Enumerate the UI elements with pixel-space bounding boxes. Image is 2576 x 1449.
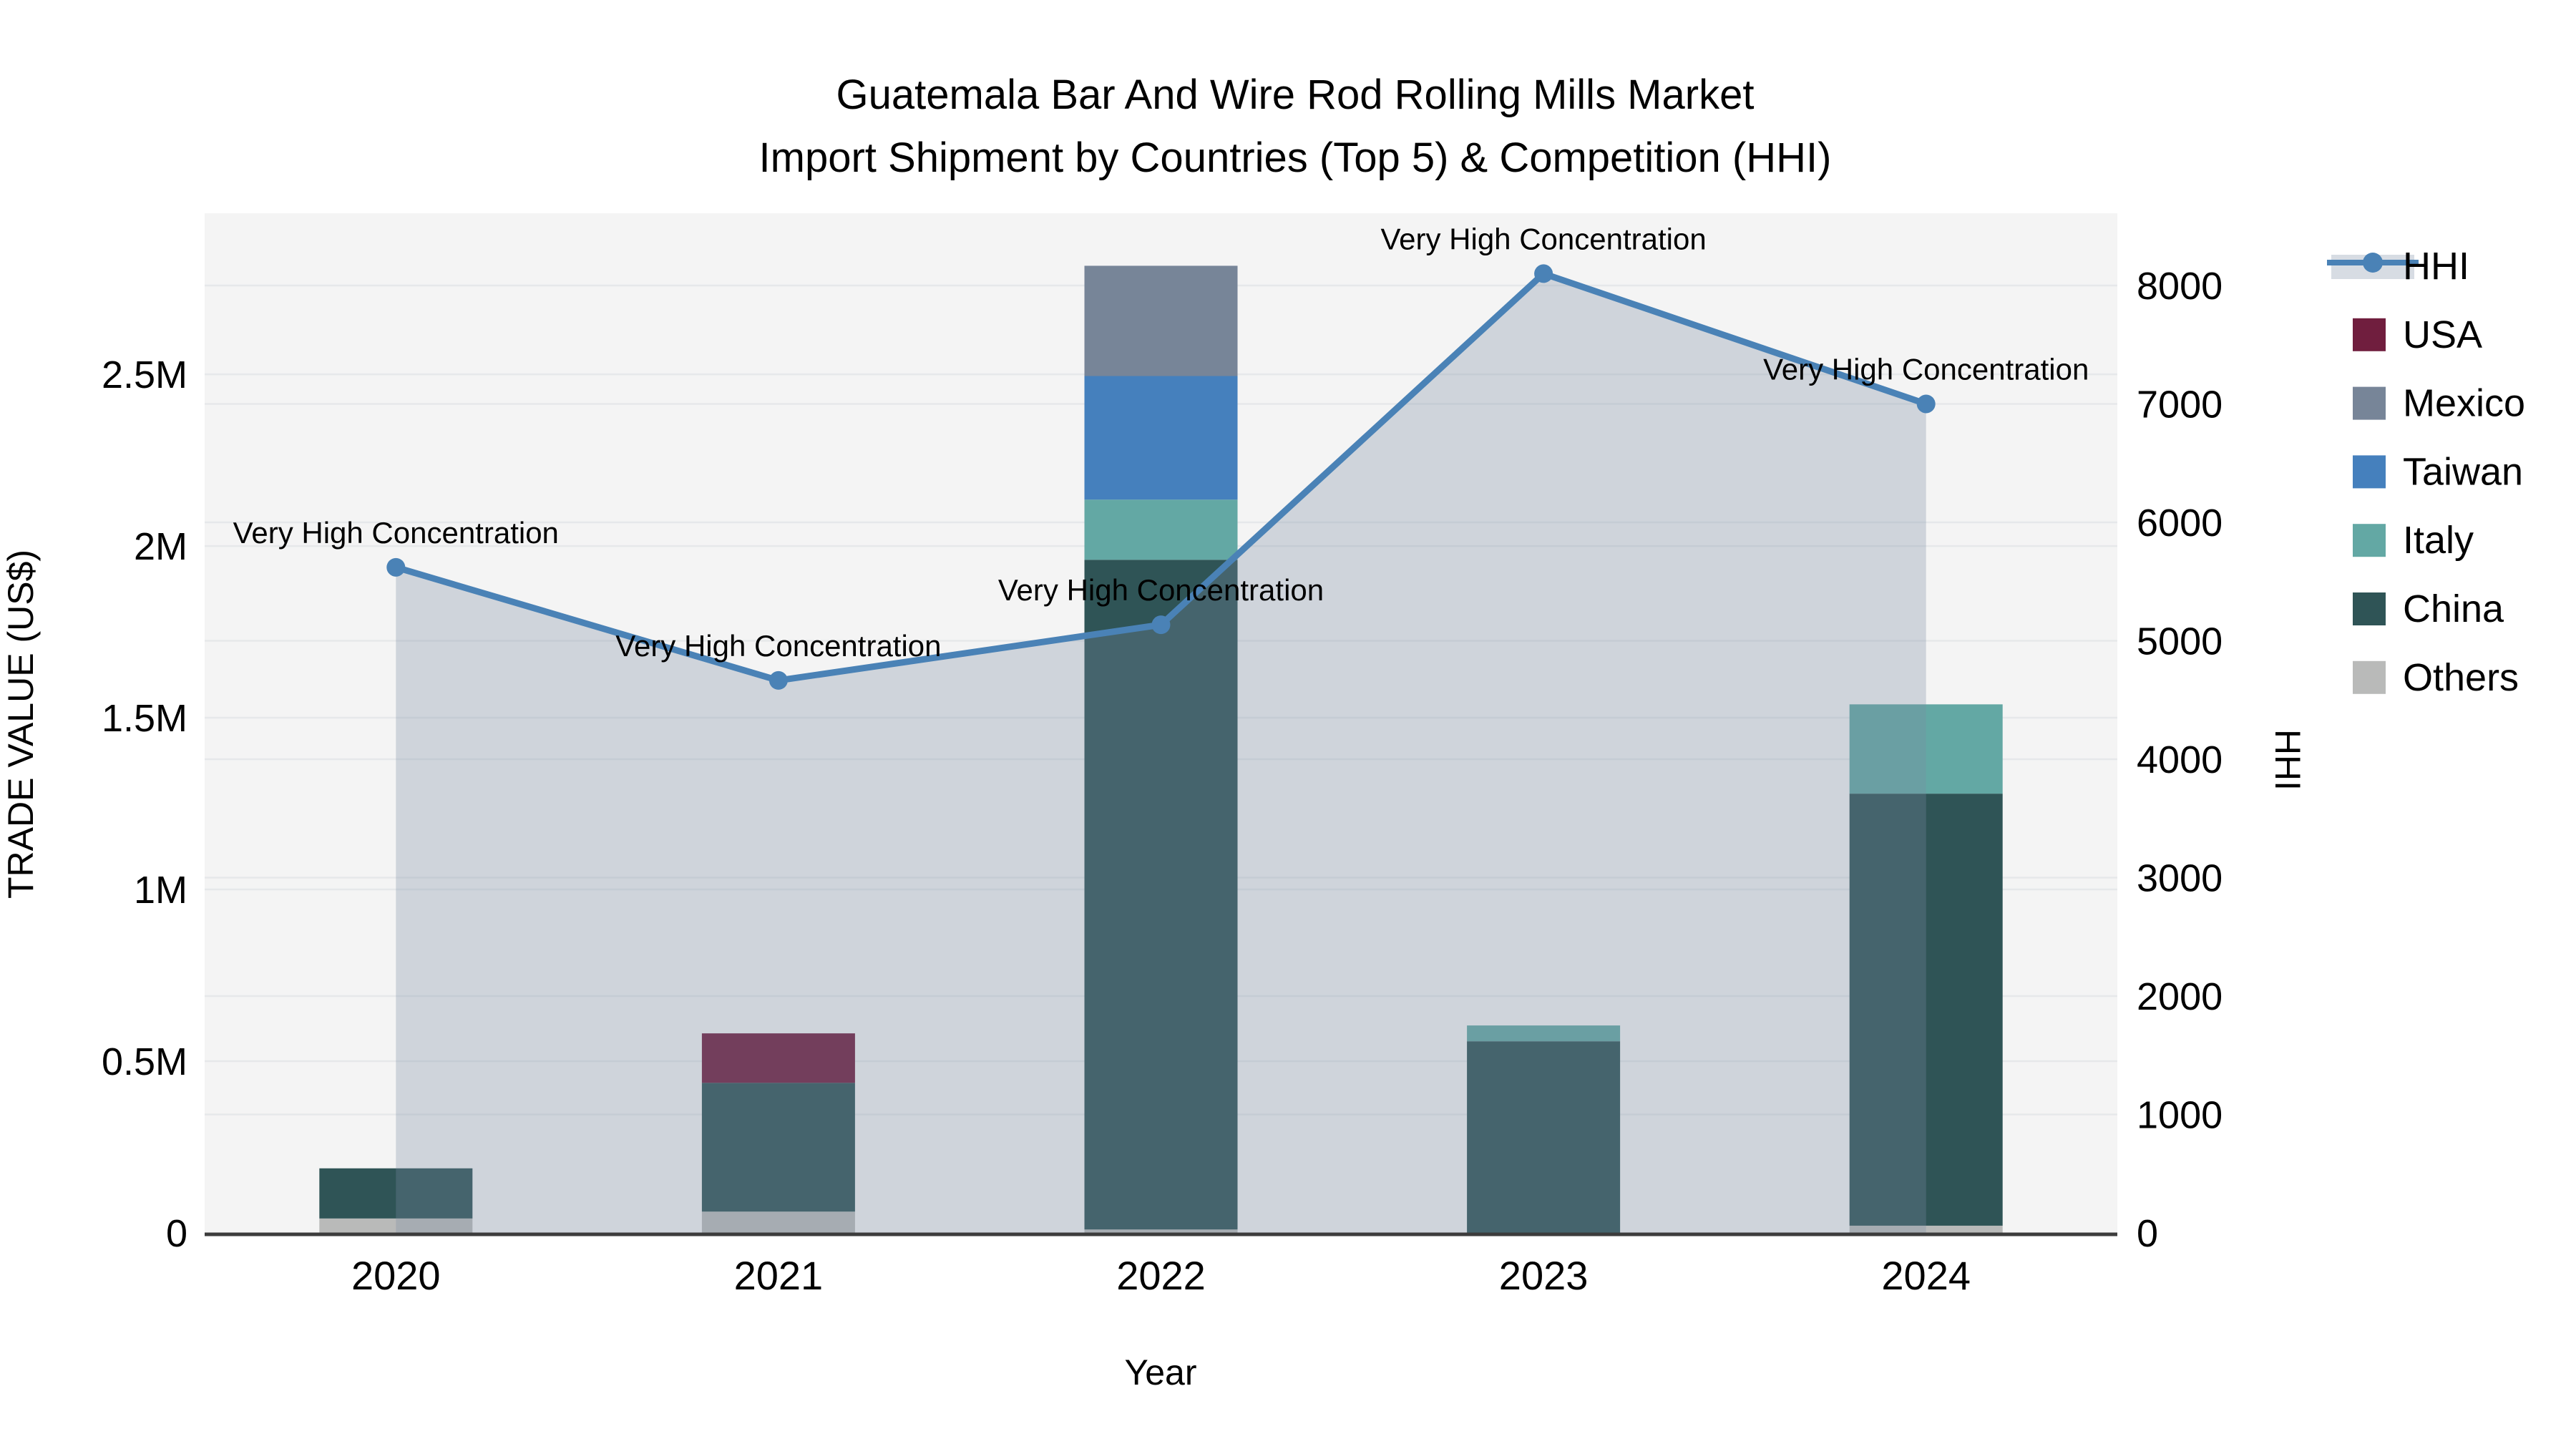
- y-right-axis-label: HHI: [2268, 729, 2308, 791]
- y-left-tick-1.5M: 1.5M: [102, 697, 187, 740]
- bar-segment-China-2021: [701, 1083, 855, 1212]
- bar-segment-Italy-2024: [1849, 704, 2003, 794]
- legend-swatch-Taiwan: [2353, 455, 2386, 489]
- annotation-2022: Very High Concentration: [998, 573, 1324, 607]
- x-axis-label: Year: [1124, 1352, 1196, 1392]
- hhi-marker-2023: [1534, 264, 1553, 283]
- hhi-markers: [386, 264, 1936, 690]
- y-left-tick-2.5M: 2.5M: [102, 353, 187, 396]
- bar-segment-China-2022: [1084, 560, 1238, 1230]
- bar-segment-China-2023: [1467, 1041, 1621, 1233]
- x-tick-2020: 2020: [351, 1253, 441, 1298]
- stacked-bars: [319, 265, 2003, 1233]
- hhi-area: [396, 273, 1926, 1233]
- hhi-marker-2024: [1916, 394, 1936, 414]
- bar-segment-Others-2020: [319, 1218, 473, 1233]
- legend: HHI USA Mexico Taiwan Italy China Others: [2327, 245, 2525, 699]
- legend-label-Others: Others: [2403, 656, 2519, 699]
- y-right-tick-7000: 7000: [2137, 383, 2223, 426]
- legend-label-Mexico: Mexico: [2403, 382, 2525, 425]
- legend-label-Taiwan: Taiwan: [2403, 450, 2523, 493]
- bar-segment-Taiwan-2022: [1084, 376, 1238, 500]
- annotation-2021: Very High Concentration: [615, 629, 941, 663]
- annotations: Very High Concentration Very High Concent…: [233, 222, 2089, 663]
- annotation-2023: Very High Concentration: [1380, 222, 1706, 255]
- y-right-tick-2000: 2000: [2137, 975, 2223, 1018]
- hhi-marker-2022: [1151, 615, 1171, 635]
- hhi-marker-2020: [386, 557, 406, 577]
- legend-swatch-Italy: [2353, 524, 2386, 557]
- chart-title-line1: Guatemala Bar And Wire Rod Rolling Mills…: [836, 72, 1755, 118]
- y-right-tick-1000: 1000: [2137, 1093, 2223, 1136]
- legend-item-Italy: Italy: [2353, 519, 2474, 562]
- y-left-axis-label: TRADE VALUE (US$): [1, 550, 41, 899]
- y-right-tick-labels: 0 1000 2000 3000 4000 5000 6000 7000 8000: [2137, 265, 2223, 1255]
- bar-segment-China-2020: [319, 1168, 473, 1219]
- x-tick-2022: 2022: [1116, 1253, 1206, 1298]
- legend-item-Taiwan: Taiwan: [2353, 450, 2523, 493]
- legend-label-China: China: [2403, 587, 2504, 630]
- chart-title-line2: Import Shipment by Countries (Top 5) & C…: [759, 135, 1832, 181]
- bar-segment-Others-2021: [701, 1211, 855, 1233]
- annotation-2020: Very High Concentration: [233, 516, 559, 550]
- y-right-tick-6000: 6000: [2137, 502, 2223, 545]
- legend-swatch-USA: [2353, 318, 2386, 351]
- bar-segment-Italy-2023: [1467, 1025, 1621, 1042]
- legend-swatch-Mexico: [2353, 386, 2386, 420]
- legend-label-USA: USA: [2403, 313, 2482, 356]
- y-left-tick-0.5M: 0.5M: [102, 1040, 187, 1083]
- legend-swatch-Others: [2353, 660, 2386, 694]
- annotation-2024: Very High Concentration: [1763, 352, 2089, 386]
- legend-item-China: China: [2353, 587, 2504, 630]
- legend-label-HHI: HHI: [2403, 245, 2469, 288]
- x-tick-labels: 2020 2021 2022 2023 2024: [351, 1253, 1971, 1298]
- bar-segment-USA-2021: [701, 1033, 855, 1083]
- y-left-tick-1M: 1M: [134, 869, 187, 912]
- legend-item-USA: USA: [2353, 313, 2482, 356]
- y-left-tick-0: 0: [166, 1212, 187, 1255]
- legend-item-Mexico: Mexico: [2353, 382, 2525, 425]
- y-right-tick-4000: 4000: [2137, 738, 2223, 781]
- legend-item-HHI: HHI: [2327, 245, 2469, 288]
- y-left-tick-labels: 0 0.5M 1M 1.5M 2M 2.5M: [102, 353, 187, 1255]
- legend-hhi-marker: [2363, 253, 2383, 273]
- hhi-area-fill: [396, 273, 1926, 1233]
- legend-swatch-China: [2353, 592, 2386, 625]
- hhi-marker-2021: [769, 670, 788, 690]
- legend-item-Others: Others: [2353, 656, 2519, 699]
- bar-segment-China-2024: [1849, 794, 2003, 1226]
- x-tick-2023: 2023: [1499, 1253, 1589, 1298]
- y-left-tick-2M: 2M: [134, 525, 187, 568]
- x-tick-2021: 2021: [734, 1253, 824, 1298]
- bar-segment-Others-2024: [1849, 1225, 2003, 1233]
- y-right-tick-8000: 8000: [2137, 265, 2223, 308]
- bar-segment-Italy-2022: [1084, 499, 1238, 560]
- bar-segment-Others-2022: [1084, 1229, 1238, 1233]
- bar-segment-Mexico-2022: [1084, 265, 1238, 376]
- y-right-tick-5000: 5000: [2137, 620, 2223, 663]
- x-tick-2024: 2024: [1881, 1253, 1971, 1298]
- y-right-tick-0: 0: [2137, 1212, 2158, 1255]
- y-right-tick-3000: 3000: [2137, 857, 2223, 899]
- legend-label-Italy: Italy: [2403, 519, 2474, 562]
